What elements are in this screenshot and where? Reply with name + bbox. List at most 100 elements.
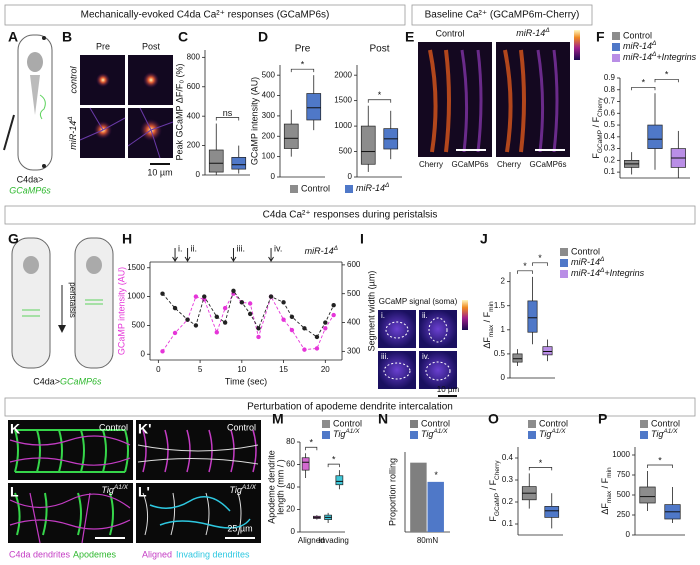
point [239,300,245,305]
legend-text: TigA1/X [539,428,566,439]
axis-title: Apodeme dendrite [266,450,276,524]
text-part: miR-14 [623,41,652,51]
point [302,347,307,352]
arrow [230,248,237,262]
legend-text: Invading dendrites [176,549,250,559]
text-part: min [606,467,613,478]
point [281,300,286,305]
legend-text: C4da dendrites [9,549,71,559]
panel-label: A [8,29,18,45]
image [378,310,416,348]
text-part: / F [488,479,498,493]
y-tick-label: 500 [132,321,146,330]
significance: * [658,455,662,465]
significance-bracket [528,467,553,471]
point [323,320,328,325]
label: C4da> [17,174,44,184]
box [527,300,538,333]
text-part: / F [591,116,601,130]
image-label: Control [227,422,256,432]
box [360,125,376,165]
point [256,326,261,331]
micrographs-kl [8,420,261,544]
text-part: A1/X [113,484,129,491]
y-tick-label: 0 [348,172,353,181]
legend-text: Control [539,418,568,428]
y-tick-label: 0.9 [604,73,616,82]
y-tick-label: 500 [262,70,276,79]
panel-label: K' [138,421,151,437]
chart-title: Post [369,44,389,55]
y-tick-label: 200 [262,131,276,140]
significance: * [642,78,646,88]
larva-body [11,237,51,369]
arrow-label: ii. [191,243,198,253]
point [323,326,328,331]
dendrites [79,107,174,159]
text-part: Tig [101,485,113,495]
y-tick-label: 2 [501,277,506,286]
arrow [268,248,274,262]
legend-text: Control [651,418,680,428]
point [222,320,228,325]
x-tick-label: Invading [319,536,349,545]
significance-bracket [327,463,340,468]
text-part: miR-14 [623,52,652,62]
y-tick-label: 500 [347,289,361,298]
y-tick-label: 600 [347,260,361,269]
y-tick-label: 40 [286,482,295,491]
y-tick-label: 0 [626,530,631,539]
legend-swatch [560,248,568,256]
legend-swatch [322,431,330,439]
legend-text: Control [301,183,330,193]
dendrites [142,492,242,536]
significance: * [378,90,382,100]
y-tick-label: 300 [262,111,276,120]
axis-title: GCaMP intensity (AU) [249,77,259,165]
text-part: ΔF [482,337,492,349]
y-tick-label: 100 [262,152,276,161]
y-tick-label: 0.7 [604,97,616,106]
y-tick-label: 2000 [334,70,352,79]
label: GCaMP6s [60,376,102,386]
scale-label: 10 µm [437,385,460,394]
point [314,346,320,351]
point [160,349,165,354]
y-tick-label: 500 [339,147,353,156]
panel-label: D [258,29,268,45]
apodemes [14,429,129,473]
title: GCaMP signal (soma) [379,297,458,306]
significance: * [523,261,527,271]
panel-label: N [378,411,388,427]
significance-bracket [215,117,240,121]
hook [42,164,46,168]
panel-label: J [480,231,488,247]
text-part: Tig [539,429,551,439]
arrow-label: iii. [236,243,245,253]
brain [86,256,102,274]
chart-title: Pre [295,44,311,55]
axis-title: GCaMP intensity (AU) [116,267,126,355]
soma-outline [385,321,409,339]
image-label: TigA1/X [101,484,128,495]
sub-label: iii. [381,352,389,361]
y-tick-label: 600 [187,82,201,91]
box [647,124,663,149]
legend-swatch [612,43,620,51]
y-tick-label: 400 [347,318,361,327]
arrow-label: i. [178,243,183,253]
point [185,317,190,322]
panel-label: L [10,484,19,500]
y-tick-label: 20 [286,505,295,514]
point [214,314,219,319]
x-tick-label: 10 [237,365,246,374]
panel-label: B [62,29,72,45]
text-part: A1/X [550,428,566,435]
x-tick-label: 80mN [417,536,439,545]
y-tick-label: 0.1 [604,167,616,176]
text-part: +Integrins [604,268,644,278]
text-part: Tig [229,485,241,495]
micrographs-b [79,55,174,165]
arrow [184,248,191,262]
image-label: TigA1/X [229,484,256,495]
